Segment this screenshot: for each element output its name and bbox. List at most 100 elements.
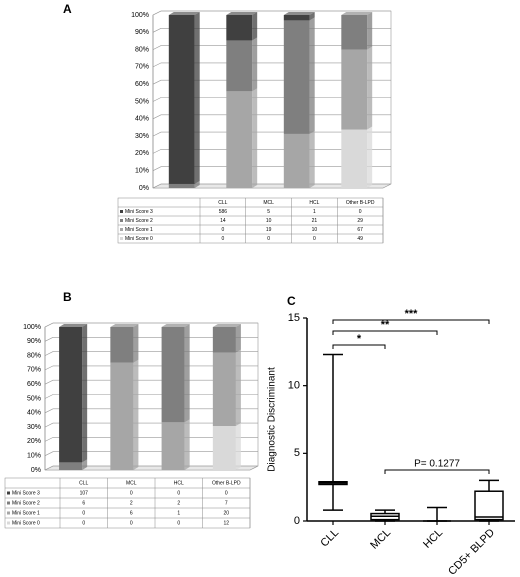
bar-side	[309, 12, 315, 21]
table-cell: 107	[80, 490, 89, 496]
bar-side	[194, 12, 200, 184]
x-tick-label: CD5+ BLPD	[446, 527, 497, 577]
bar-top	[59, 324, 88, 327]
panel-label: C	[287, 294, 296, 308]
legend-label: Mini Score 3	[125, 209, 153, 215]
table-cell: 0	[82, 520, 85, 526]
bar-side	[133, 359, 139, 470]
y-tick-label: 20%	[27, 438, 41, 445]
legend-swatch	[7, 491, 10, 495]
table-cell: 0	[177, 490, 180, 496]
y-axis-title: Diagnostic Discriminant	[267, 367, 278, 472]
bar-segment	[283, 133, 310, 188]
bar-top	[168, 12, 200, 15]
significance-bracket	[332, 319, 490, 324]
grid-line	[44, 379, 258, 385]
x-tick-label: HCL	[421, 527, 445, 551]
y-tick-label: 70%	[27, 367, 41, 374]
panel-label: A	[63, 2, 72, 16]
y-tick-label: 10%	[27, 453, 41, 460]
legend-label: Mini Score 2	[125, 218, 153, 224]
legend-swatch	[7, 501, 10, 505]
bar-segment	[341, 15, 368, 50]
bar-side	[235, 324, 241, 353]
panel-label: B	[63, 290, 72, 304]
table-header: CLL	[218, 200, 227, 206]
legend-swatch	[7, 511, 10, 515]
bar-side	[252, 88, 258, 188]
annotation: *	[357, 333, 362, 345]
table-header: Other B-LPD	[346, 200, 375, 206]
grid-line	[44, 351, 258, 356]
table-header: CLL	[79, 480, 88, 486]
table-cell: 10	[266, 218, 272, 224]
bar-segment	[59, 462, 83, 470]
table-cell: 0	[267, 236, 270, 242]
bar-side	[235, 349, 241, 426]
bar-side	[82, 459, 88, 470]
table-cell: 20	[223, 510, 229, 516]
significance-bracket	[332, 344, 386, 349]
table-header: Other B-LPD	[212, 480, 241, 486]
grid-line	[152, 10, 391, 16]
table-cell: 1	[313, 209, 316, 215]
y-tick-label: 50%	[27, 395, 41, 402]
table-cell: 0	[82, 510, 85, 516]
bar-segment	[212, 352, 236, 426]
grid-line	[44, 336, 258, 342]
grid-line	[44, 365, 258, 371]
y-tick-label: 30%	[27, 424, 41, 431]
y-tick-label: 60%	[135, 81, 149, 88]
table-cell: 2	[130, 500, 133, 506]
bar-segment	[226, 40, 253, 92]
table-cell: 6	[130, 510, 133, 516]
bar-side	[82, 324, 88, 463]
y-tick-label: 80%	[27, 352, 41, 359]
annotation: ***	[405, 308, 419, 320]
bar-top	[226, 12, 258, 15]
table-header: MCL	[263, 200, 274, 206]
y-tick-label: 80%	[135, 46, 149, 53]
table-cell: 2	[177, 500, 180, 506]
bar-side	[367, 46, 373, 130]
bar-segment	[212, 327, 236, 353]
table-cell: 0	[130, 490, 133, 496]
table-cell: 1	[177, 510, 180, 516]
y-tick-label: 0%	[31, 467, 41, 474]
table-header: HCL	[174, 480, 184, 486]
bar-side	[235, 423, 241, 470]
table-cell: 29	[357, 218, 363, 224]
y-tick-label: 20%	[135, 150, 149, 157]
y-tick-label: 40%	[135, 116, 149, 123]
table-cell: 0	[177, 520, 180, 526]
bar-top	[283, 12, 315, 15]
table-cell: 14	[220, 218, 226, 224]
table-cell: 0	[359, 209, 362, 215]
bar-side	[367, 12, 373, 50]
table-cell: 0	[225, 490, 228, 496]
y-tick-label: 100%	[23, 324, 41, 331]
bar-segment	[59, 327, 83, 463]
legend-swatch	[120, 219, 123, 222]
legend-swatch	[7, 521, 10, 525]
bar-top	[341, 12, 373, 15]
table-cell: 12	[223, 520, 229, 526]
table-cell: 0	[130, 520, 133, 526]
significance-bracket	[384, 469, 490, 474]
significance-bracket	[332, 330, 438, 335]
bar-side	[367, 126, 373, 188]
y-tick-label: 40%	[27, 410, 41, 417]
table-cell: 0	[313, 236, 316, 242]
table-cell: 49	[357, 236, 363, 242]
grid-line	[44, 437, 258, 442]
legend-label: Mini Score 0	[12, 520, 40, 526]
bar-segment	[341, 49, 368, 130]
y-tick-label: 90%	[27, 338, 41, 345]
bar-side	[252, 37, 258, 92]
y-tick-label: 50%	[135, 98, 149, 105]
bar-segment	[161, 327, 185, 423]
grid-line	[44, 422, 258, 428]
table-cell: 0	[221, 227, 224, 233]
y-tick-label: 100%	[131, 12, 149, 19]
